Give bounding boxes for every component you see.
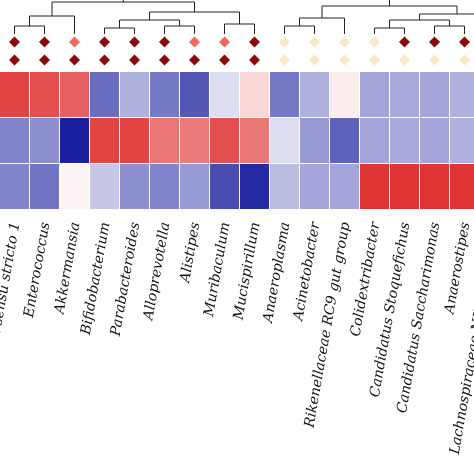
heatmap-cell-r1-c11	[300, 72, 329, 117]
column-label-11: Acinetobacter	[290, 220, 324, 324]
marker-r1-c5	[129, 36, 140, 48]
marker-r1-c14	[399, 36, 410, 48]
heatmap-cell-r1-c2	[30, 72, 59, 117]
column-label-4: Bifidobacterium	[78, 221, 114, 337]
column-label-8: Muribaculum	[201, 221, 234, 319]
heatmap-cell-r2-c7	[180, 118, 209, 163]
heatmap-cell-r2-c8	[210, 118, 239, 163]
heatmap-cell-r1-c1	[0, 72, 29, 117]
heatmap-cell-r1-c6	[150, 72, 179, 117]
heatmap-cell-r1-c12	[330, 72, 359, 117]
marker-r2-c9	[249, 54, 260, 66]
heatmap-cell-r1-c7	[180, 72, 209, 117]
column-dendrogram	[14, 0, 474, 34]
marker-r2-c8	[219, 54, 230, 66]
marker-r1-c16	[459, 36, 470, 48]
heatmap-cell-r1-c15	[420, 72, 449, 117]
marker-r2-c11	[309, 54, 320, 66]
marker-r1-c3	[69, 36, 80, 48]
heatmap-cell-r1-c3	[60, 72, 89, 117]
heatmap-cell-r1-c13	[360, 72, 389, 117]
marker-r2-c3	[69, 54, 80, 66]
marker-r1-c9	[249, 36, 260, 48]
marker-r1-c2	[39, 36, 50, 48]
column-label-1: Clostridium sensu stricto 1	[0, 221, 23, 413]
heatmap-cell-r2-c5	[120, 118, 149, 163]
heatmap-cell-r1-c8	[210, 72, 239, 117]
marker-r2-c14	[399, 54, 410, 66]
heatmap-cell-r1-c4	[90, 72, 119, 117]
heatmap-cell-r3-c11	[300, 164, 329, 209]
heatmap-cell-r1-c9	[240, 72, 269, 117]
heatmap-cell-r1-c14	[390, 72, 419, 117]
heatmap-cell-r3-c13	[360, 164, 389, 209]
marker-r2-c16	[459, 54, 470, 66]
heatmap-cell-r3-c16	[450, 164, 474, 209]
marker-r1-c11	[309, 36, 320, 48]
marker-r1-c10	[279, 36, 290, 48]
heatmap-cell-r2-c1	[0, 118, 29, 163]
heatmap-cell-r2-c10	[270, 118, 299, 163]
marker-r2-c10	[279, 54, 290, 66]
heatmap-cell-r3-c4	[90, 164, 119, 209]
heatmap-cell-r2-c9	[240, 118, 269, 163]
marker-r2-c4	[99, 54, 110, 66]
marker-r2-c15	[429, 54, 440, 66]
column-label-16: Anaerostipes	[441, 221, 473, 317]
column-label-5: Parabacteroides	[107, 221, 143, 338]
column-label-2: Enterococcus	[21, 221, 54, 320]
heatmap-cell-r2-c11	[300, 118, 329, 163]
marker-r2-c13	[369, 54, 380, 66]
marker-r2-c6	[159, 54, 170, 66]
heatmap-cell-r2-c3	[60, 118, 89, 163]
heatmap-cell-r2-c16	[450, 118, 474, 163]
marker-r2-c7	[189, 54, 200, 66]
heatmap-cell-r1-c5	[120, 72, 149, 117]
heatmap-cell-r3-c1	[0, 164, 29, 209]
marker-r1-c1	[9, 36, 20, 48]
marker-r1-c13	[369, 36, 380, 48]
column-label-3: Akkermansia	[51, 221, 83, 317]
marker-r1-c15	[429, 36, 440, 48]
column-label-9: Mucispirillum	[230, 221, 263, 322]
marker-r1-c8	[219, 36, 230, 48]
column-label-7: Alistipes	[177, 221, 204, 286]
heatmap-cell-r3-c12	[330, 164, 359, 209]
significance-markers	[9, 36, 470, 66]
heatmap-cell-r3-c14	[390, 164, 419, 209]
heatmap-cells	[0, 72, 474, 209]
column-label-6: Alloprevotella	[140, 221, 173, 323]
heatmap-cell-r3-c3	[60, 164, 89, 209]
marker-r2-c1	[9, 54, 20, 66]
heatmap-cell-r3-c10	[270, 164, 299, 209]
heatmap-cell-r3-c6	[150, 164, 179, 209]
heatmap-cell-r3-c7	[180, 164, 209, 209]
heatmap-cell-r2-c6	[150, 118, 179, 163]
column-labels: Clostridium sensu stricto 1EnterococcusA…	[0, 220, 474, 457]
heatmap-cell-r2-c12	[330, 118, 359, 163]
column-label-13: Colidextribacter	[348, 220, 384, 338]
heatmap-cell-r3-c9	[240, 164, 269, 209]
heatmap-cell-r1-c10	[270, 72, 299, 117]
marker-r2-c2	[39, 54, 50, 66]
marker-r1-c6	[159, 36, 170, 48]
column-label-10: Anaeroplasma	[260, 221, 294, 326]
marker-r2-c5	[129, 54, 140, 66]
heatmap-cell-r2-c2	[30, 118, 59, 163]
marker-r1-c4	[99, 36, 110, 48]
heatmap-cell-r2-c14	[390, 118, 419, 163]
heatmap-cell-r2-c4	[90, 118, 119, 163]
marker-r1-c7	[189, 36, 200, 48]
marker-r1-c12	[339, 36, 350, 48]
heatmap-cell-r3-c5	[120, 164, 149, 209]
marker-r2-c12	[339, 54, 350, 66]
heatmap-cell-r2-c13	[360, 118, 389, 163]
heatmap-cell-r3-c2	[30, 164, 59, 209]
heatmap-cell-r3-c15	[420, 164, 449, 209]
heatmap-cell-r1-c16	[450, 72, 474, 117]
heatmap-cell-r2-c15	[420, 118, 449, 163]
heatmap-cell-r3-c8	[210, 164, 239, 209]
